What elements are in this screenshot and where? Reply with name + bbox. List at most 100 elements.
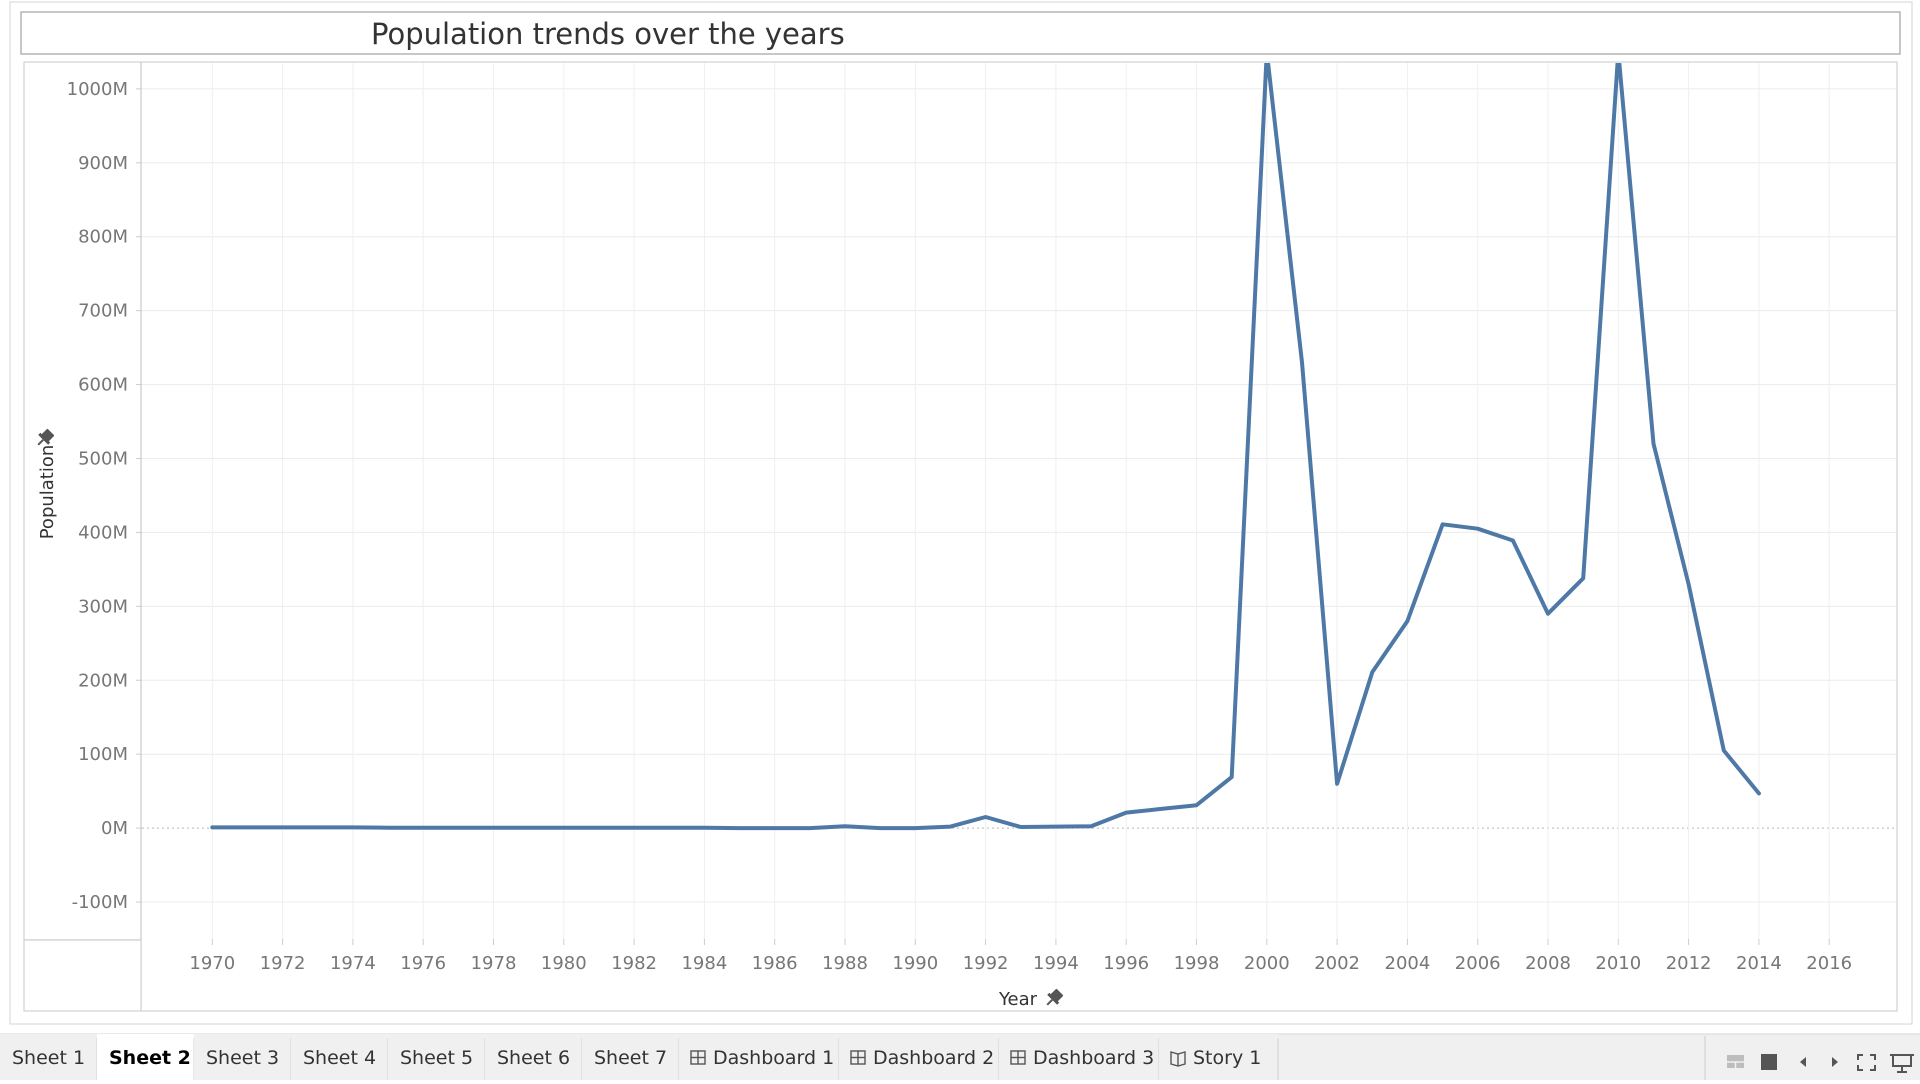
data-point[interactable] <box>1085 820 1097 832</box>
tab-label: Sheet 1 <box>12 1047 85 1069</box>
tab-label: Dashboard 1 <box>713 1047 834 1069</box>
data-point[interactable] <box>277 821 289 833</box>
tab-sheet-1[interactable]: Sheet 1 <box>0 1034 98 1080</box>
tab-dashboard-3[interactable]: Dashboard 3 <box>999 1034 1160 1080</box>
x-axis-title[interactable]: Year <box>998 989 1038 1010</box>
data-point[interactable] <box>1683 578 1695 590</box>
x-tick-label: 1982 <box>611 953 657 974</box>
data-point[interactable] <box>452 822 464 834</box>
tab-sheet-5[interactable]: Sheet 5 <box>388 1034 486 1080</box>
data-point[interactable] <box>804 822 816 834</box>
x-tick-label: 2014 <box>1736 953 1782 974</box>
data-point[interactable] <box>909 822 921 834</box>
data-point[interactable] <box>1120 807 1132 819</box>
data-point[interactable] <box>523 822 535 834</box>
x-tick-label: 2004 <box>1385 953 1431 974</box>
data-point[interactable] <box>241 821 253 833</box>
single-view-icon[interactable] <box>1761 1054 1777 1070</box>
data-point[interactable] <box>382 822 394 834</box>
tab-label: Sheet 6 <box>497 1047 570 1069</box>
x-tick-label: 2016 <box>1806 953 1852 974</box>
data-point[interactable] <box>1401 615 1413 627</box>
data-point[interactable] <box>1050 821 1062 833</box>
tab-label: Sheet 7 <box>594 1047 667 1069</box>
x-tick-label: 2012 <box>1666 953 1712 974</box>
next-sheet-icon[interactable] <box>1832 1057 1838 1067</box>
x-tick-label: 2008 <box>1525 953 1571 974</box>
prev-sheet-icon[interactable] <box>1800 1057 1806 1067</box>
data-point[interactable] <box>347 821 359 833</box>
y-tick-label: 500M <box>78 448 128 469</box>
chart-title: Population trends over the years <box>371 17 845 51</box>
data-point[interactable] <box>1296 356 1308 368</box>
x-tick-label: 1986 <box>752 953 798 974</box>
data-point[interactable] <box>1577 572 1589 584</box>
tab-sheet-2[interactable]: Sheet 2 <box>97 1034 195 1080</box>
x-tick-label: 1974 <box>330 953 376 974</box>
data-point[interactable] <box>1437 518 1449 530</box>
x-tick-label: 1984 <box>681 953 727 974</box>
data-point[interactable] <box>698 822 710 834</box>
data-point[interactable] <box>593 822 605 834</box>
data-point[interactable] <box>980 811 992 823</box>
tab-sheet-7[interactable]: Sheet 7 <box>582 1034 680 1080</box>
corner-cell <box>23 939 142 1012</box>
tab-dashboard-2[interactable]: Dashboard 2 <box>839 1034 1000 1080</box>
tab-story-1[interactable]: Story 1 <box>1159 1034 1279 1080</box>
y-tick-label: 600M <box>78 375 128 396</box>
data-point[interactable] <box>558 822 570 834</box>
data-point[interactable] <box>1718 744 1730 756</box>
data-point[interactable] <box>417 822 429 834</box>
data-point[interactable] <box>1366 666 1378 678</box>
data-point[interactable] <box>1015 821 1027 833</box>
x-axis-pin-icon[interactable] <box>1042 987 1065 1010</box>
tab-sheet-3[interactable]: Sheet 3 <box>194 1034 292 1080</box>
y-axis-title[interactable]: Population <box>37 445 58 540</box>
data-point[interactable] <box>1226 771 1238 783</box>
data-point[interactable] <box>839 820 851 832</box>
x-tick-label: 2006 <box>1455 953 1501 974</box>
data-point[interactable] <box>206 821 218 833</box>
data-point[interactable] <box>1472 523 1484 535</box>
x-tick-label: 1980 <box>541 953 587 974</box>
data-point[interactable] <box>1753 787 1765 799</box>
tab-label: Story 1 <box>1193 1047 1261 1069</box>
data-point[interactable] <box>628 822 640 834</box>
tab-label: Sheet 4 <box>303 1047 376 1069</box>
data-point[interactable] <box>734 822 746 834</box>
presentation-icon[interactable] <box>1890 1054 1914 1073</box>
data-point[interactable] <box>312 821 324 833</box>
fullscreen-icon[interactable] <box>1857 1054 1876 1071</box>
y-axis-pin-icon[interactable] <box>33 427 56 450</box>
tab-label: Sheet 3 <box>206 1047 279 1069</box>
x-tick-label: 1996 <box>1103 953 1149 974</box>
y-tick-label: 800M <box>78 227 128 248</box>
x-tick-label: 1976 <box>400 953 446 974</box>
data-point[interactable] <box>488 822 500 834</box>
grid-layer <box>142 63 1896 939</box>
title-box[interactable] <box>20 11 1901 55</box>
data-point[interactable] <box>1331 778 1343 790</box>
population-line[interactable] <box>210 52 1761 831</box>
data-point[interactable] <box>874 822 886 834</box>
tab-label: Sheet 5 <box>400 1047 473 1069</box>
y-tick-label: 100M <box>78 744 128 765</box>
data-point[interactable] <box>769 822 781 834</box>
data-point[interactable] <box>1155 803 1167 815</box>
x-tick-label: 1988 <box>822 953 868 974</box>
series-layer <box>206 52 1765 834</box>
tab-dashboard-1[interactable]: Dashboard 1 <box>679 1034 840 1080</box>
data-point[interactable] <box>944 821 956 833</box>
data-point[interactable] <box>1191 799 1203 811</box>
y-tick-label: 300M <box>78 596 128 617</box>
data-point[interactable] <box>663 822 675 834</box>
data-point[interactable] <box>1647 438 1659 450</box>
data-point[interactable] <box>1542 608 1554 620</box>
grid-view-icon[interactable] <box>1727 1055 1744 1068</box>
y-axis-ticks: -100M 0M 100M 200M 300M 400M 500M 600M 700M 800M 9… <box>67 79 142 913</box>
data-point[interactable] <box>1507 535 1519 547</box>
x-tick-label: 1970 <box>189 953 235 974</box>
x-tick-label: 1998 <box>1174 953 1220 974</box>
tab-sheet-6[interactable]: Sheet 6 <box>485 1034 583 1080</box>
tab-sheet-4[interactable]: Sheet 4 <box>291 1034 389 1080</box>
